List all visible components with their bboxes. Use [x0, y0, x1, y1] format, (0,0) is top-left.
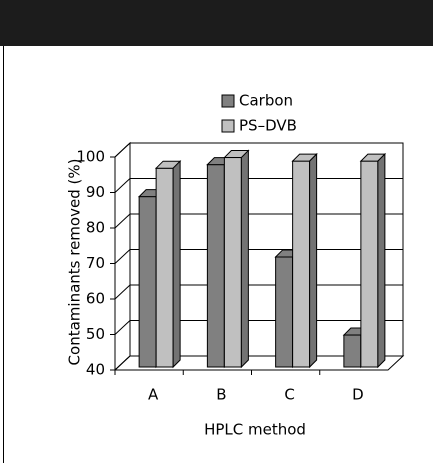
y-tick-label: 80 — [86, 219, 105, 237]
grid-line — [114, 213, 131, 229]
bar — [206, 164, 225, 368]
y-tick-label: 40 — [86, 361, 105, 379]
legend-swatch — [221, 119, 235, 133]
legend-label: PS–DVB — [239, 117, 297, 135]
grid-line — [114, 320, 131, 335]
legend-swatch — [221, 94, 235, 108]
x-tick-label: A — [148, 386, 159, 404]
bar — [138, 196, 157, 368]
y-tick-label: 90 — [86, 183, 105, 201]
grid-line — [114, 249, 131, 264]
legend-label: Carbon — [239, 92, 293, 110]
bar — [360, 160, 379, 368]
bar-side — [240, 149, 249, 369]
x-tick-label: C — [284, 386, 294, 404]
grid-line — [114, 284, 131, 300]
header-band — [0, 0, 433, 46]
y-axis-label: Contaminants removed (%) — [66, 159, 84, 366]
x-tick-label: D — [352, 386, 364, 404]
grid-line — [114, 178, 131, 193]
bar-side — [377, 152, 386, 369]
bar-side — [172, 159, 181, 369]
bar — [223, 157, 242, 368]
y-tick-label: 60 — [86, 290, 105, 308]
bar-side — [309, 152, 318, 369]
bar — [292, 160, 311, 368]
grid-line — [114, 355, 131, 371]
bar — [155, 167, 174, 368]
y-tick-label: 70 — [86, 254, 105, 272]
x-tick-label: B — [216, 386, 226, 404]
y-tick-label: 50 — [86, 325, 105, 343]
x-axis-label: HPLC method — [204, 421, 306, 439]
bar — [343, 334, 362, 368]
bar — [275, 256, 294, 368]
y-tick-label: 100 — [76, 148, 105, 166]
grid-line — [114, 142, 131, 158]
